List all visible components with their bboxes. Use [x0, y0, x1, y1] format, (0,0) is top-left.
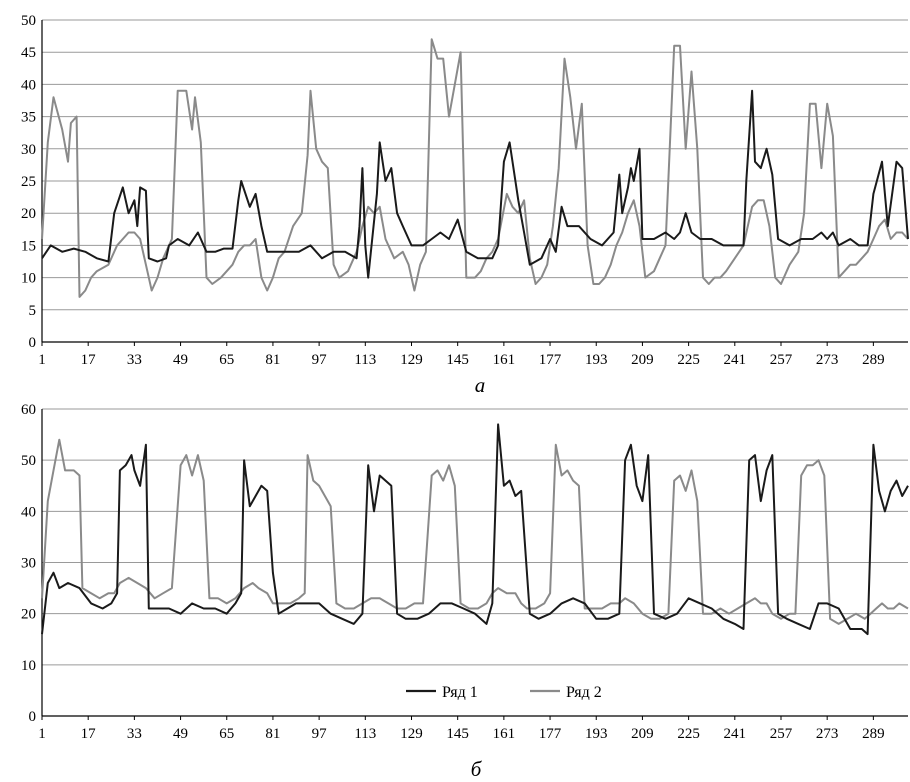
x-tick-label: 273: [816, 726, 839, 742]
x-tick-label: 193: [585, 352, 608, 368]
x-tick-label: 209: [631, 726, 654, 742]
x-tick-label: 225: [677, 352, 700, 368]
x-tick-label: 65: [219, 352, 234, 368]
y-tick-label: 40: [21, 77, 36, 93]
x-tick-label: 289: [862, 352, 885, 368]
x-tick-label: 145: [446, 352, 469, 368]
x-tick-label: 129: [400, 352, 423, 368]
y-tick-label: 30: [21, 556, 36, 572]
x-tick-label: 161: [493, 352, 516, 368]
y-tick-label: 0: [29, 335, 37, 351]
chart-panel-a: 0 5 10 15 20 25 30 35 40 45 50 1 17 33 49 65 81 97 113 129 1…: [21, 13, 909, 368]
x-tick-label: 161: [493, 726, 516, 742]
x-tick-label: 273: [816, 352, 839, 368]
x-tick-label: 177: [539, 726, 562, 742]
x-tick-label: 193: [585, 726, 608, 742]
legend: Ряд 1 Ряд 2: [406, 684, 602, 701]
y-tick-label: 20: [21, 206, 36, 222]
panel-label-b: б: [471, 757, 483, 781]
x-tick-label: 17: [81, 726, 97, 742]
x-tick-label: 225: [677, 726, 700, 742]
chart-panel-b: 0 10 20 30 40 50 60 1 17 33 49 65 81 97 113 129 145 161 17…: [21, 402, 909, 742]
y-tick-label: 0: [29, 709, 37, 725]
series-line-1: [41, 89, 909, 279]
x-tick-label: 177: [539, 352, 562, 368]
x-tick-label: 33: [127, 726, 142, 742]
x-tick-label: 97: [312, 352, 328, 368]
y-tick-label: 60: [21, 402, 36, 418]
x-tick-label: 241: [724, 352, 747, 368]
x-tick-label: 49: [173, 726, 188, 742]
y-tick-label: 10: [21, 658, 36, 674]
y-tick-label: 30: [21, 142, 36, 158]
x-tick-label: 17: [81, 352, 97, 368]
series-line-2: [41, 38, 909, 298]
x-tick-label: 241: [724, 726, 747, 742]
x-tick-label: 257: [770, 726, 793, 742]
x-tick-label: 209: [631, 352, 654, 368]
x-tick-label: 1: [38, 352, 46, 368]
x-tick-label: 1: [38, 726, 46, 742]
legend-label-series-2: Ряд 2: [566, 684, 602, 701]
series-line-1: [41, 423, 909, 636]
x-tick-label: 289: [862, 726, 885, 742]
x-tick-label: 81: [265, 352, 280, 368]
y-tick-label: 50: [21, 13, 36, 29]
y-tick-label: 20: [21, 607, 36, 623]
x-tick-label: 97: [312, 726, 328, 742]
y-tick-label: 40: [21, 504, 36, 520]
y-tick-label: 10: [21, 271, 36, 287]
y-tick-label: 5: [29, 303, 37, 319]
y-tick-label: 15: [21, 238, 36, 254]
x-tick-label: 81: [265, 726, 280, 742]
x-tick-label: 113: [354, 726, 376, 742]
series-line-2: [41, 438, 909, 625]
y-tick-label: 50: [21, 453, 36, 469]
y-tick-label: 35: [21, 110, 36, 126]
legend-label-series-1: Ряд 1: [442, 684, 478, 701]
y-tick-label: 45: [21, 45, 36, 61]
x-tick-label: 129: [400, 726, 423, 742]
panel-label-a: а: [475, 373, 486, 397]
x-tick-label: 33: [127, 352, 142, 368]
x-tick-label: 49: [173, 352, 188, 368]
x-tick-label: 145: [446, 726, 469, 742]
x-tick-label: 257: [770, 352, 793, 368]
x-tick-label: 65: [219, 726, 234, 742]
y-tick-label: 25: [21, 174, 36, 190]
x-tick-label: 113: [354, 352, 376, 368]
